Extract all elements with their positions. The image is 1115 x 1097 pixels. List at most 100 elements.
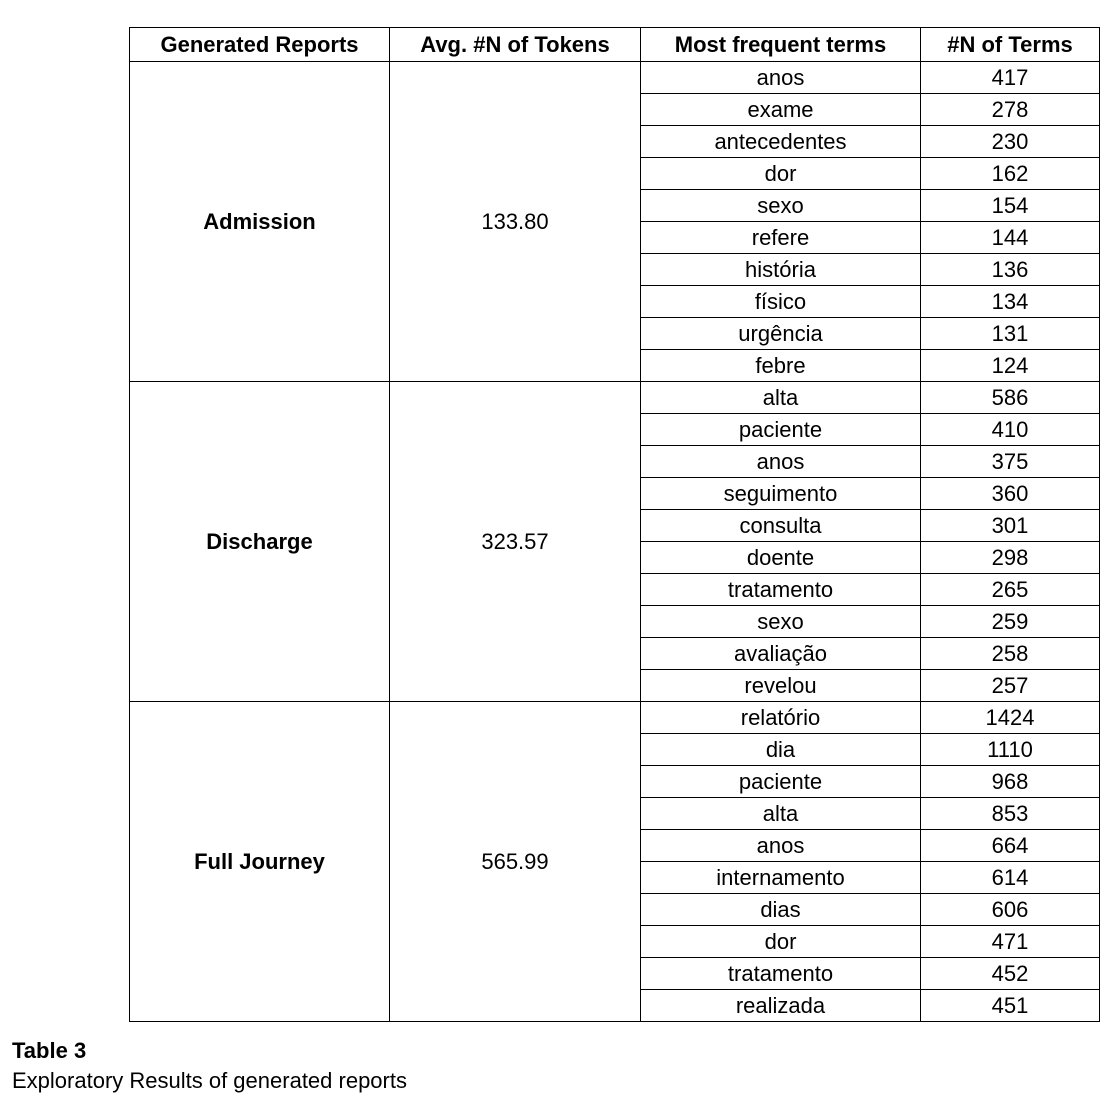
term-cell: realizada <box>640 989 921 1022</box>
term-cell: seguimento <box>640 477 921 510</box>
table-row: avaliação 258 <box>130 637 1100 670</box>
term-cell: paciente <box>640 413 921 446</box>
table-row: refere 144 <box>130 221 1100 254</box>
table-row: história 136 <box>130 253 1100 286</box>
term-count-cell: 162 <box>920 157 1100 190</box>
term-count-cell: 471 <box>920 925 1100 958</box>
term-count-cell: 360 <box>920 477 1100 510</box>
term-cell: antecedentes <box>640 125 921 158</box>
caption-text: Exploratory Results of generated reports <box>12 1068 407 1093</box>
table-row: paciente 968 <box>130 765 1100 798</box>
term-count-cell: 410 <box>920 413 1100 446</box>
table-row: dor 162 <box>130 157 1100 190</box>
report-type-cell: Full Journey <box>129 701 390 1022</box>
term-count-cell: 144 <box>920 221 1100 254</box>
avg-tokens-cell: 323.57 <box>389 381 641 702</box>
table-row: internamento 614 <box>130 861 1100 894</box>
term-cell: doente <box>640 541 921 574</box>
table-row: Full Journey 565.99 relatório 1424 <box>129 701 1100 1022</box>
table-row: urgência 131 <box>130 317 1100 350</box>
table-row: exame 278 <box>130 93 1100 126</box>
term-cell: físico <box>640 285 921 318</box>
term-cell: história <box>640 253 921 286</box>
term-cell: urgência <box>640 317 921 350</box>
table-row: seguimento 360 <box>130 477 1100 510</box>
table-row: sexo 259 <box>130 605 1100 638</box>
term-count-cell: 259 <box>920 605 1100 638</box>
term-cell: consulta <box>640 509 921 542</box>
term-count-cell: 258 <box>920 637 1100 670</box>
caption-label: Table 3 <box>12 1038 87 1063</box>
term-count-cell: 417 <box>920 61 1100 94</box>
header-most-frequent-terms: Most frequent terms <box>640 27 921 62</box>
term-cell: febre <box>640 349 921 382</box>
term-cell: avaliação <box>640 637 921 670</box>
header-generated-reports: Generated Reports <box>129 27 390 62</box>
term-cell: dias <box>640 893 921 926</box>
term-count-cell: 1110 <box>920 733 1100 766</box>
term-count-cell: 134 <box>920 285 1100 318</box>
table-row: sexo 154 <box>130 189 1100 222</box>
term-count-cell: 614 <box>920 861 1100 894</box>
term-count-cell: 853 <box>920 797 1100 830</box>
term-count-cell: 375 <box>920 445 1100 478</box>
term-count-cell: 968 <box>920 765 1100 798</box>
report-type-cell: Discharge <box>129 381 390 702</box>
table-header-row: Generated Reports Avg. #N of Tokens Most… <box>129 27 1100 62</box>
avg-tokens-cell: 133.80 <box>389 61 641 382</box>
term-count-cell: 154 <box>920 189 1100 222</box>
term-cell: dor <box>640 157 921 190</box>
term-cell: anos <box>640 445 921 478</box>
term-cell: tratamento <box>640 573 921 606</box>
table-row: Discharge 323.57 alta 586 <box>129 381 1100 702</box>
term-count-cell: 278 <box>920 93 1100 126</box>
table-row: febre 124 <box>130 349 1100 382</box>
term-cell: paciente <box>640 765 921 798</box>
term-cell: internamento <box>640 861 921 894</box>
term-count-cell: 298 <box>920 541 1100 574</box>
table-row: consulta 301 <box>130 509 1100 542</box>
header-num-terms: #N of Terms <box>920 27 1100 62</box>
term-cell: dor <box>640 925 921 958</box>
table-body: Admission 133.80 anos 417 exame 278 antecedent… <box>129 61 1100 1022</box>
term-cell: anos <box>640 61 921 94</box>
results-table: Generated Reports Avg. #N of Tokens Most… <box>129 27 1100 1022</box>
table-row: anos 664 <box>130 829 1100 862</box>
term-count-cell: 1424 <box>920 701 1100 734</box>
table-row: tratamento 265 <box>130 573 1100 606</box>
term-count-cell: 131 <box>920 317 1100 350</box>
term-count-cell: 451 <box>920 989 1100 1022</box>
term-cell: alta <box>640 381 921 414</box>
table-row: doente 298 <box>130 541 1100 574</box>
term-cell: anos <box>640 829 921 862</box>
term-count-cell: 230 <box>920 125 1100 158</box>
term-cell: revelou <box>640 669 921 702</box>
term-cell: refere <box>640 221 921 254</box>
table-row: realizada 451 <box>130 989 1100 1022</box>
term-count-cell: 606 <box>920 893 1100 926</box>
term-count-cell: 301 <box>920 509 1100 542</box>
table-row: físico 134 <box>130 285 1100 318</box>
table-row: Admission 133.80 anos 417 <box>129 61 1100 382</box>
header-avg-tokens: Avg. #N of Tokens <box>389 27 641 62</box>
table-row: antecedentes 230 <box>130 125 1100 158</box>
term-count-cell: 257 <box>920 669 1100 702</box>
table-row: anos 375 <box>130 445 1100 478</box>
term-cell: tratamento <box>640 957 921 990</box>
term-cell: exame <box>640 93 921 126</box>
term-cell: dia <box>640 733 921 766</box>
term-cell: relatório <box>640 701 921 734</box>
term-count-cell: 586 <box>920 381 1100 414</box>
term-count-cell: 265 <box>920 573 1100 606</box>
term-count-cell: 452 <box>920 957 1100 990</box>
table-row: tratamento 452 <box>130 957 1100 990</box>
report-type-cell: Admission <box>129 61 390 382</box>
term-cell: sexo <box>640 605 921 638</box>
term-count-cell: 124 <box>920 349 1100 382</box>
term-cell: alta <box>640 797 921 830</box>
term-count-cell: 136 <box>920 253 1100 286</box>
term-cell: sexo <box>640 189 921 222</box>
avg-tokens-cell: 565.99 <box>389 701 641 1022</box>
term-count-cell: 664 <box>920 829 1100 862</box>
table-caption: Table 3 Exploratory Results of generated… <box>12 1036 1102 1096</box>
